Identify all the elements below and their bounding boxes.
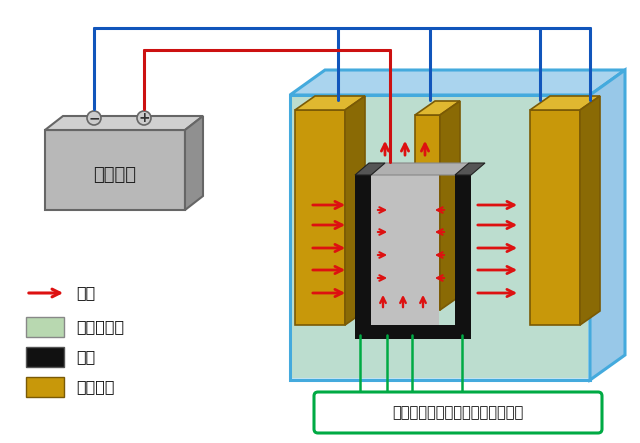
Polygon shape <box>371 163 469 175</box>
Polygon shape <box>440 101 460 310</box>
Bar <box>415 115 440 310</box>
Polygon shape <box>45 116 203 130</box>
Bar <box>26 347 64 367</box>
Text: 直流電源: 直流電源 <box>93 166 136 184</box>
Text: 電流: 電流 <box>76 285 95 300</box>
Bar <box>295 110 345 325</box>
Text: 電解研磨されやすい面（内外面）: 電解研磨されやすい面（内外面） <box>392 405 524 420</box>
Bar <box>530 110 580 325</box>
Polygon shape <box>530 96 600 110</box>
Polygon shape <box>290 70 625 95</box>
Bar <box>26 377 64 397</box>
Text: カソード: カソード <box>76 380 115 395</box>
Text: −: − <box>88 111 100 125</box>
Polygon shape <box>590 70 625 380</box>
Polygon shape <box>295 96 365 110</box>
Polygon shape <box>345 96 365 325</box>
Polygon shape <box>415 101 460 115</box>
Text: +: + <box>138 111 150 125</box>
Polygon shape <box>185 116 203 210</box>
Bar <box>355 175 371 325</box>
Bar <box>355 325 471 339</box>
Polygon shape <box>355 163 385 175</box>
Bar <box>455 175 471 325</box>
Polygon shape <box>455 163 485 175</box>
Circle shape <box>87 111 101 125</box>
Polygon shape <box>580 96 600 325</box>
Bar <box>371 175 439 325</box>
Bar <box>26 317 64 337</box>
Bar <box>292 97 588 378</box>
Text: 電解研磨液: 電解研磨液 <box>76 319 124 334</box>
Circle shape <box>137 111 151 125</box>
FancyBboxPatch shape <box>314 392 602 433</box>
Bar <box>290 95 590 380</box>
Text: 製品: 製品 <box>76 350 95 365</box>
Bar <box>45 130 185 210</box>
